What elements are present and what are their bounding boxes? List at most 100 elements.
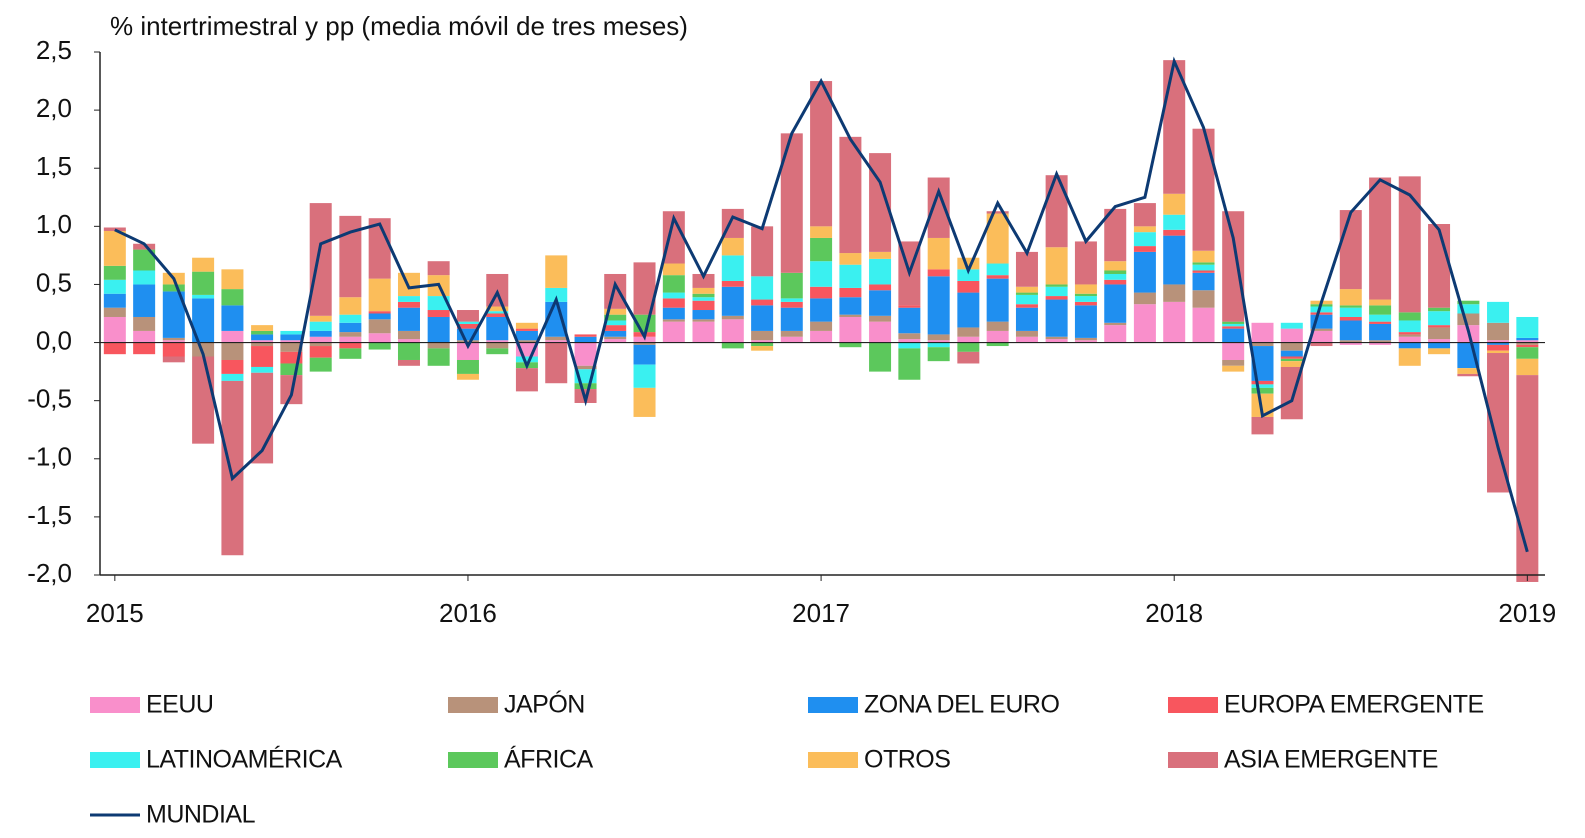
- x-tick-label: 2019: [1498, 598, 1556, 628]
- bar-segment: [869, 342, 892, 372]
- bar-segment: [1310, 328, 1333, 331]
- bar-segment: [1251, 384, 1274, 388]
- bar-segment: [721, 342, 744, 349]
- bar-segment: [1369, 340, 1392, 343]
- bar-segment: [1222, 365, 1245, 372]
- bar-segment: [1133, 203, 1156, 227]
- bar-segment: [1015, 251, 1038, 287]
- bar-segment: [780, 307, 803, 331]
- bar-segment: [221, 373, 244, 381]
- bar-segment: [1074, 305, 1097, 338]
- bar-segment: [192, 294, 215, 299]
- bar-segment: [810, 261, 833, 287]
- bar-segment: [869, 251, 892, 259]
- bar-segment: [1104, 273, 1127, 280]
- bar-segment: [927, 237, 950, 270]
- bar-segment: [1516, 337, 1539, 341]
- bar-segment: [456, 310, 479, 322]
- bar-segment: [780, 298, 803, 302]
- bar-segment: [1487, 340, 1510, 343]
- bar-segment: [1045, 336, 1068, 340]
- y-tick-label: -0,5: [27, 384, 72, 414]
- bar-segment: [1398, 342, 1421, 349]
- bar-segment: [1280, 356, 1303, 359]
- legend-swatch: [808, 697, 858, 713]
- bar-segment: [751, 346, 774, 351]
- bar-segment: [221, 359, 244, 374]
- legend-label: ASIA EMERGENTE: [1224, 746, 1438, 774]
- bar-segment: [898, 305, 921, 308]
- bar-segment: [986, 263, 1009, 276]
- bar-segment: [927, 269, 950, 277]
- bar-segment: [898, 348, 921, 380]
- bar-segment: [839, 297, 862, 315]
- bar-segment: [1487, 342, 1510, 345]
- legend-swatch: [1168, 752, 1218, 768]
- bar-segment: [1398, 176, 1421, 313]
- bar-segment: [692, 293, 715, 298]
- bar-segment: [1163, 284, 1186, 302]
- bar-segment: [486, 311, 509, 314]
- bar-segment: [957, 292, 980, 328]
- bar-segment: [604, 314, 627, 321]
- bar-segment: [1192, 262, 1215, 265]
- bar-segment: [1015, 336, 1038, 343]
- bar-segment: [515, 368, 538, 392]
- bar-segment: [1104, 325, 1127, 343]
- bar-segment: [515, 330, 538, 341]
- bar-segment: [927, 340, 950, 343]
- legend-swatch: [1168, 697, 1218, 713]
- bar-segment: [986, 321, 1009, 331]
- bar-segment: [1339, 342, 1362, 345]
- bar-segment: [927, 347, 950, 362]
- bar-segment: [780, 336, 803, 343]
- bar-segment: [1104, 284, 1127, 323]
- bar-segment: [456, 328, 479, 341]
- bar-segment: [1045, 247, 1068, 285]
- bar-segment: [397, 307, 420, 331]
- bar-segment: [1310, 342, 1333, 347]
- bar-segment: [192, 356, 215, 444]
- legend-swatch: [448, 752, 498, 768]
- y-tick-label: 2,0: [36, 93, 72, 123]
- bar-segment: [721, 280, 744, 287]
- bar-segment: [1487, 350, 1510, 354]
- bar-segment: [339, 342, 362, 349]
- bar-segment: [1398, 334, 1421, 337]
- legend-label: ÁFRICA: [504, 745, 594, 774]
- bar-segment: [604, 308, 627, 315]
- bar-segment: [397, 296, 420, 302]
- bar-segment: [339, 332, 362, 337]
- bar-segment: [486, 348, 509, 355]
- bar-segment: [751, 342, 774, 347]
- y-tick-label: 1,0: [36, 209, 72, 239]
- y-tick-label: 0,0: [36, 325, 72, 355]
- bar-segment: [1015, 292, 1038, 295]
- bar-segment: [1428, 327, 1451, 340]
- bar-segment: [1133, 251, 1156, 293]
- bar-segment: [1516, 347, 1539, 359]
- bar-segment: [486, 342, 509, 349]
- bar-segment: [427, 342, 450, 349]
- legend-label: JAPÓN: [504, 690, 585, 719]
- bar-segment: [1428, 342, 1451, 349]
- bar-segment: [309, 203, 332, 316]
- bar-segment: [1133, 304, 1156, 343]
- bar-segment: [456, 340, 479, 343]
- bar-segment: [162, 291, 185, 338]
- bar-segment: [692, 297, 715, 301]
- bar-segment: [751, 276, 774, 300]
- bar-segment: [456, 373, 479, 380]
- bar-segment: [280, 334, 303, 341]
- bar-segment: [986, 213, 1009, 264]
- bar-segment: [221, 269, 244, 290]
- bar-segment: [251, 346, 274, 367]
- bar-segment: [1222, 323, 1245, 327]
- bar-segment: [192, 298, 215, 343]
- bar-segment: [721, 315, 744, 320]
- bar-segment: [133, 342, 156, 355]
- bar-segment: [1074, 340, 1097, 343]
- bar-segment: [1045, 175, 1068, 248]
- bar-segment: [162, 342, 185, 357]
- bar-segment: [309, 346, 332, 358]
